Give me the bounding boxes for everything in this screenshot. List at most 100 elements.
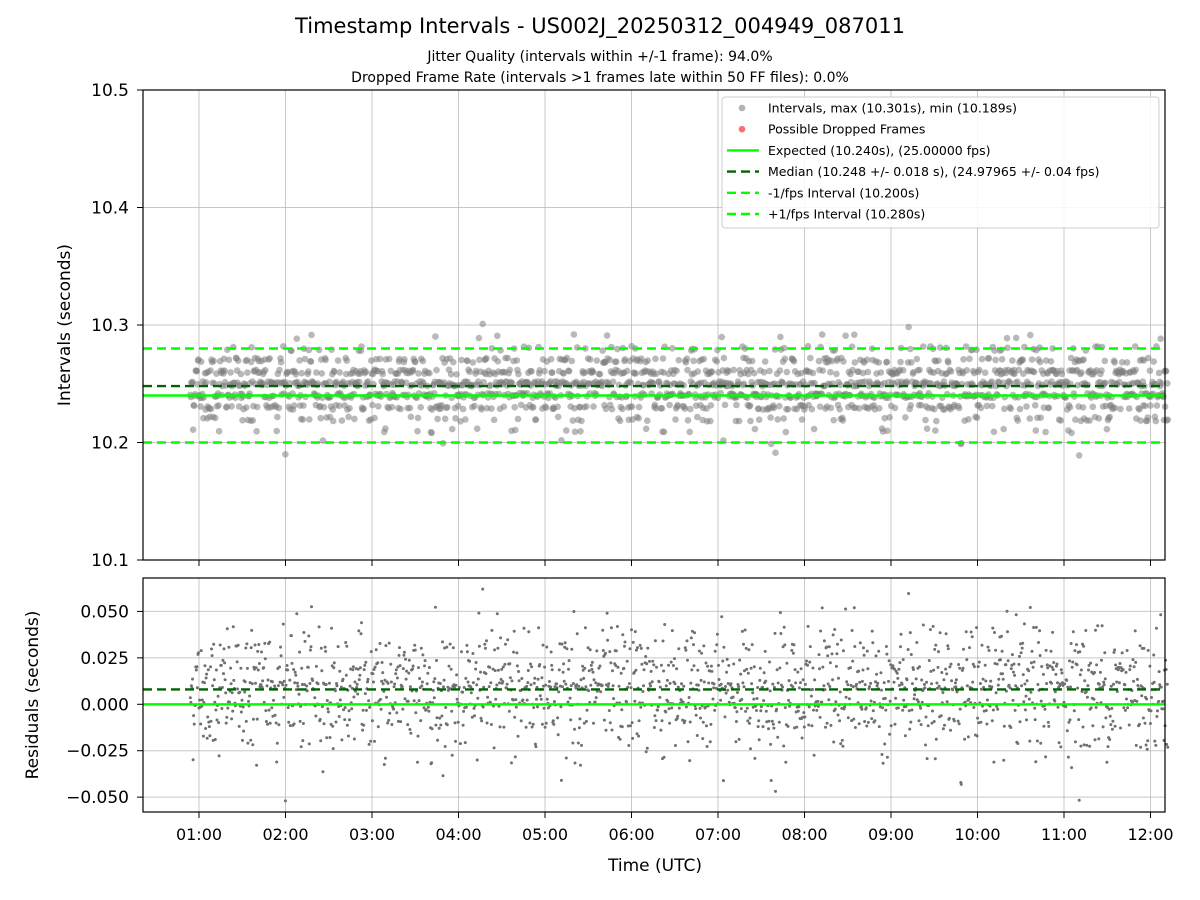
interval-point (479, 320, 487, 328)
residual-point (407, 658, 411, 662)
residual-point (764, 709, 768, 713)
residual-point (1153, 739, 1157, 743)
x-tick-label: 08:00 (781, 825, 827, 844)
interval-point (338, 417, 346, 424)
residual-point (865, 724, 869, 728)
residual-point (213, 700, 217, 704)
residual-point (623, 644, 626, 648)
residual-point (543, 665, 547, 669)
interval-point (273, 427, 281, 435)
residual-point (686, 658, 689, 662)
residual-point (877, 725, 881, 729)
residual-point (652, 663, 656, 667)
residual-point (630, 628, 633, 632)
interval-point (707, 402, 715, 409)
interval-point (772, 449, 779, 457)
residual-point (779, 632, 783, 635)
interval-point (453, 371, 460, 378)
interval-point (571, 428, 579, 436)
residual-point (1157, 699, 1161, 703)
interval-point (444, 403, 451, 411)
residual-point (1068, 659, 1071, 663)
residual-point (443, 745, 447, 748)
residual-point (818, 715, 822, 719)
residual-point (483, 646, 487, 650)
residual-point (406, 723, 410, 727)
interval-point (965, 416, 972, 423)
residual-point (820, 606, 824, 610)
residual-point (715, 643, 719, 647)
interval-point (681, 405, 689, 412)
residual-point (394, 672, 398, 676)
residual-point (841, 649, 845, 653)
interval-point (708, 368, 716, 376)
residual-point (531, 722, 535, 726)
residual-point (769, 779, 773, 782)
residual-point (442, 685, 445, 689)
residual-point (526, 669, 530, 672)
residual-point (239, 666, 243, 670)
residual-point (758, 678, 762, 682)
residual-point (694, 707, 698, 711)
interval-point (675, 356, 683, 364)
residual-point (602, 718, 606, 722)
residual-point (557, 690, 561, 694)
residual-point (601, 628, 605, 632)
residual-point (524, 725, 528, 729)
residual-point (845, 680, 849, 684)
residual-point (1128, 668, 1132, 672)
residual-point (670, 629, 674, 633)
residual-point (741, 681, 745, 685)
residual-point (657, 680, 661, 684)
interval-point (483, 355, 490, 362)
interval-point (839, 417, 847, 424)
interval-point (1164, 380, 1171, 387)
residual-point (743, 669, 746, 673)
interval-point (426, 369, 433, 377)
residual-point (601, 649, 605, 652)
residual-point (474, 661, 478, 664)
residual-point (1041, 672, 1045, 676)
residual-point (933, 757, 937, 761)
residual-point (926, 724, 930, 728)
residual-point (790, 648, 794, 652)
residual-point (402, 650, 406, 654)
interval-point (508, 379, 516, 387)
residual-point (670, 706, 674, 710)
residual-point (394, 668, 398, 672)
residual-point (209, 665, 212, 669)
residual-point (761, 725, 765, 729)
residual-point (727, 700, 731, 704)
residual-point (535, 697, 538, 701)
interval-point (672, 416, 679, 423)
residual-point (829, 723, 833, 727)
residual-point (235, 660, 239, 664)
residual-point (994, 691, 998, 695)
residual-point (491, 667, 495, 671)
residual-point (388, 711, 392, 715)
residual-point (1082, 644, 1086, 648)
residual-point (675, 667, 679, 671)
residual-point (673, 682, 677, 686)
residual-point (268, 640, 272, 644)
residual-point (810, 724, 814, 728)
x-tick-label: 12:00 (1127, 825, 1173, 844)
residual-point (1101, 685, 1105, 689)
residual-point (1087, 668, 1090, 672)
residual-point (536, 677, 540, 681)
interval-point (548, 369, 556, 376)
residual-point (964, 630, 968, 634)
interval-point (407, 413, 415, 421)
residual-point (584, 685, 588, 689)
interval-point (652, 355, 659, 363)
interval-point (767, 414, 774, 421)
residual-point (1145, 697, 1149, 701)
residual-point (713, 708, 717, 712)
interval-point (306, 416, 313, 423)
residual-point (203, 664, 207, 668)
residual-point (787, 698, 791, 702)
interval-point (955, 404, 963, 412)
interval-point (978, 355, 986, 363)
residual-point (595, 649, 599, 653)
